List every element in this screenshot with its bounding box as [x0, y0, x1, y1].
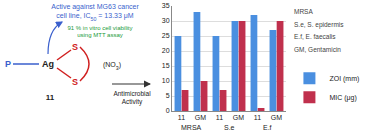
svg-text:using MTT assay: using MTT assay: [77, 32, 123, 38]
svg-text:30: 30: [162, 17, 170, 24]
svg-text:E.f: E.f: [263, 124, 272, 131]
svg-text:0: 0: [166, 107, 170, 114]
svg-text:MRSA: MRSA: [181, 124, 202, 131]
svg-text:(NO3): (NO3): [103, 61, 121, 71]
svg-text:S.e: S.e: [224, 124, 235, 131]
svg-text:GM: GM: [233, 114, 244, 121]
svg-text:25: 25: [162, 32, 170, 39]
svg-text:MRSA: MRSA: [294, 8, 313, 15]
svg-text:10: 10: [162, 77, 170, 84]
svg-text:S: S: [72, 77, 78, 87]
svg-text:GM: GM: [271, 114, 282, 121]
svg-text:Antimicrobial: Antimicrobial: [113, 90, 151, 97]
svg-text:91 % in vitro cell viability: 91 % in vitro cell viability: [67, 25, 132, 31]
svg-text:20: 20: [162, 47, 170, 54]
svg-text:cell line, IC50 = 13.33 μM: cell line, IC50 = 13.33 μM: [56, 12, 134, 22]
svg-text:11: 11: [178, 114, 185, 121]
svg-text:GM: GM: [195, 114, 206, 121]
svg-text:S: S: [72, 42, 78, 52]
svg-text:Ag: Ag: [42, 59, 54, 69]
svg-text:MIC (μg): MIC (μg): [329, 94, 356, 102]
svg-text:S.e, S. epidermis: S.e, S. epidermis: [294, 21, 344, 29]
svg-text:35: 35: [162, 2, 170, 9]
svg-text:11: 11: [46, 93, 55, 102]
svg-text:15: 15: [162, 62, 170, 69]
svg-text:E.f, E. faecalis: E.f, E. faecalis: [294, 33, 336, 40]
svg-text:P: P: [5, 59, 11, 69]
svg-text:Active against MG63 cancer: Active against MG63 cancer: [51, 3, 139, 11]
svg-text:11: 11: [216, 114, 223, 121]
svg-text:GM, Gentamicin: GM, Gentamicin: [294, 46, 341, 53]
svg-text:5: 5: [166, 92, 170, 99]
svg-text:Activity: Activity: [122, 98, 143, 106]
svg-text:ZOI (mm): ZOI (mm): [329, 75, 359, 83]
svg-text:11: 11: [254, 114, 261, 121]
